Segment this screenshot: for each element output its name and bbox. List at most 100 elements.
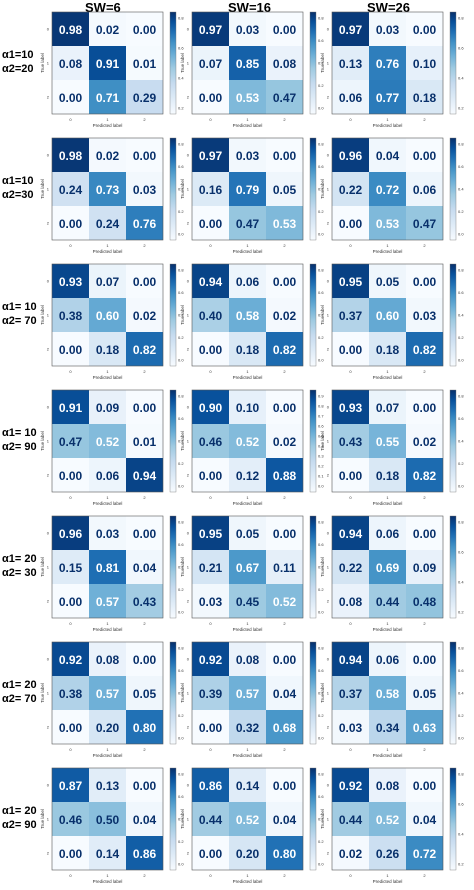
cell-value: 0.95: [199, 527, 223, 541]
colorbar-tick-label: 0.8: [178, 268, 184, 273]
y-axis-label: True label: [320, 53, 325, 73]
confusion-matrix: 0.90 0.10 0.000.46 0.52 0.020.00 0.12 0.880011…: [180, 389, 324, 506]
cell-value: 0.80: [273, 847, 297, 861]
colorbar-tick-label: 0.8: [318, 404, 324, 409]
y-axis-label: True label: [320, 809, 325, 829]
heatmap-cell: [229, 138, 266, 172]
heatmap-cell: [126, 642, 163, 676]
confusion-matrix: 0.87 0.13 0.00 0.46 0.50 0.04 0.00 0.14 0.86 0 0 1 1…: [40, 767, 184, 884]
cell-value: 0.00: [133, 779, 157, 793]
cell-value: 0.18: [376, 343, 400, 357]
x-tick-label: 1: [246, 873, 249, 878]
cell-value: 0.01: [133, 57, 157, 71]
cell-value: 0.81: [96, 561, 120, 575]
cell-value: 0.47: [59, 435, 83, 449]
cell-value: 0.79: [236, 183, 260, 197]
cell-value: 0.53: [273, 217, 297, 231]
colorbar-tick-label: 0.8: [178, 520, 184, 525]
x-axis-label: Predicted label: [93, 501, 123, 506]
matrix-frame: [51, 11, 164, 115]
heatmap-cell: [126, 836, 163, 870]
cell-value: 0.00: [199, 847, 223, 861]
cell-value: 0.82: [273, 343, 297, 357]
x-tick-label: 0: [209, 747, 212, 752]
x-tick-label: 0: [209, 243, 212, 248]
cell-value: 0.37: [339, 687, 363, 701]
cell-value: 0.18: [413, 91, 437, 105]
heatmap-cell: [89, 584, 126, 618]
colorbar-tick-label: 0.4: [318, 691, 324, 696]
y-tick-label: 2: [327, 95, 330, 100]
cell-value: 0.11: [273, 561, 296, 575]
y-tick-label: 0: [187, 783, 190, 788]
x-tick-label: 0: [209, 369, 212, 374]
y-tick-label: 0: [327, 531, 330, 536]
colorbar: [449, 263, 457, 367]
heatmap-cell: [369, 138, 406, 172]
cell-value: 0.00: [199, 343, 223, 357]
x-tick-label: 0: [349, 621, 352, 626]
colorbar: [449, 137, 457, 241]
heatmap-cell: [406, 138, 443, 172]
cell-value: 0.04: [133, 813, 157, 827]
x-tick-label: 1: [106, 873, 109, 878]
heatmap-cell: [52, 516, 89, 550]
heatmap-cell: [52, 264, 89, 298]
cell-value: 0.00: [133, 653, 157, 667]
cell-value: 0.04: [273, 813, 297, 827]
y-tick-label: 0: [187, 405, 190, 410]
y-tick-label: 1: [327, 61, 330, 66]
y-axis-label: True label: [40, 683, 45, 703]
heatmap-cell: [52, 138, 89, 172]
row-label-line: α1=10: [2, 49, 34, 61]
y-tick-label: 2: [327, 473, 330, 478]
cell-value: 0.24: [59, 183, 83, 197]
colorbar-tick-label: 0.2: [318, 713, 324, 718]
matrix-frame: [191, 263, 304, 367]
confusion-matrix: 0.86 0.14 0.00 0.44 0.52 0.04 0.00 0.20 0.80 0 0 1 1…: [180, 767, 324, 884]
y-tick-label: 2: [187, 95, 190, 100]
x-tick-label: 1: [106, 621, 109, 626]
x-tick-label: 2: [423, 621, 426, 626]
y-axis-label: True label: [180, 683, 185, 703]
colorbar-tick-label: 0.0: [178, 358, 184, 363]
heatmap-cell: [369, 264, 406, 298]
colorbar-tick-label: 0.2: [458, 106, 464, 111]
heatmap-cell: [369, 802, 406, 836]
heatmap-cell: [406, 264, 443, 298]
colorbar-tick-label: 0.0: [178, 610, 184, 615]
x-tick-label: 2: [423, 117, 426, 122]
y-tick-label: 2: [47, 851, 50, 856]
y-tick-label: 2: [47, 599, 50, 604]
heatmap-cell: [332, 676, 369, 710]
y-tick-label: 2: [187, 221, 190, 226]
y-tick-label: 2: [187, 725, 190, 730]
heatmap-cell: [229, 710, 266, 744]
heatmap-cell: [332, 836, 369, 870]
y-axis-label: True label: [320, 305, 325, 325]
y-tick-label: 0: [327, 153, 330, 158]
x-tick-label: 1: [106, 369, 109, 374]
heatmap-cell: [192, 768, 229, 802]
heatmap-cell: [369, 12, 406, 46]
heatmap-cell: [52, 836, 89, 870]
cell-value: 0.02: [96, 149, 120, 163]
column-header-sw6: SW=6: [85, 0, 121, 15]
y-tick-label: 2: [327, 851, 330, 856]
colorbar-tick-label: 0.2: [178, 587, 184, 592]
heatmap-cell: [332, 710, 369, 744]
cell-value: 0.00: [59, 343, 83, 357]
cell-value: 0.14: [236, 779, 260, 793]
y-tick-label: 2: [187, 599, 190, 604]
cell-value: 0.00: [133, 149, 157, 163]
x-tick-label: 2: [143, 369, 146, 374]
matrix-frame: [331, 641, 444, 745]
cell-value: 0.00: [273, 401, 297, 415]
heatmap-cell: [369, 584, 406, 618]
heatmap-cell: [406, 332, 443, 366]
heatmap-cell: [266, 676, 303, 710]
y-tick-label: 0: [327, 27, 330, 32]
colorbar-tick-label: 0.4: [458, 313, 464, 318]
colorbar-tick-label: 0.8: [458, 16, 464, 21]
heatmap-cell: [266, 264, 303, 298]
